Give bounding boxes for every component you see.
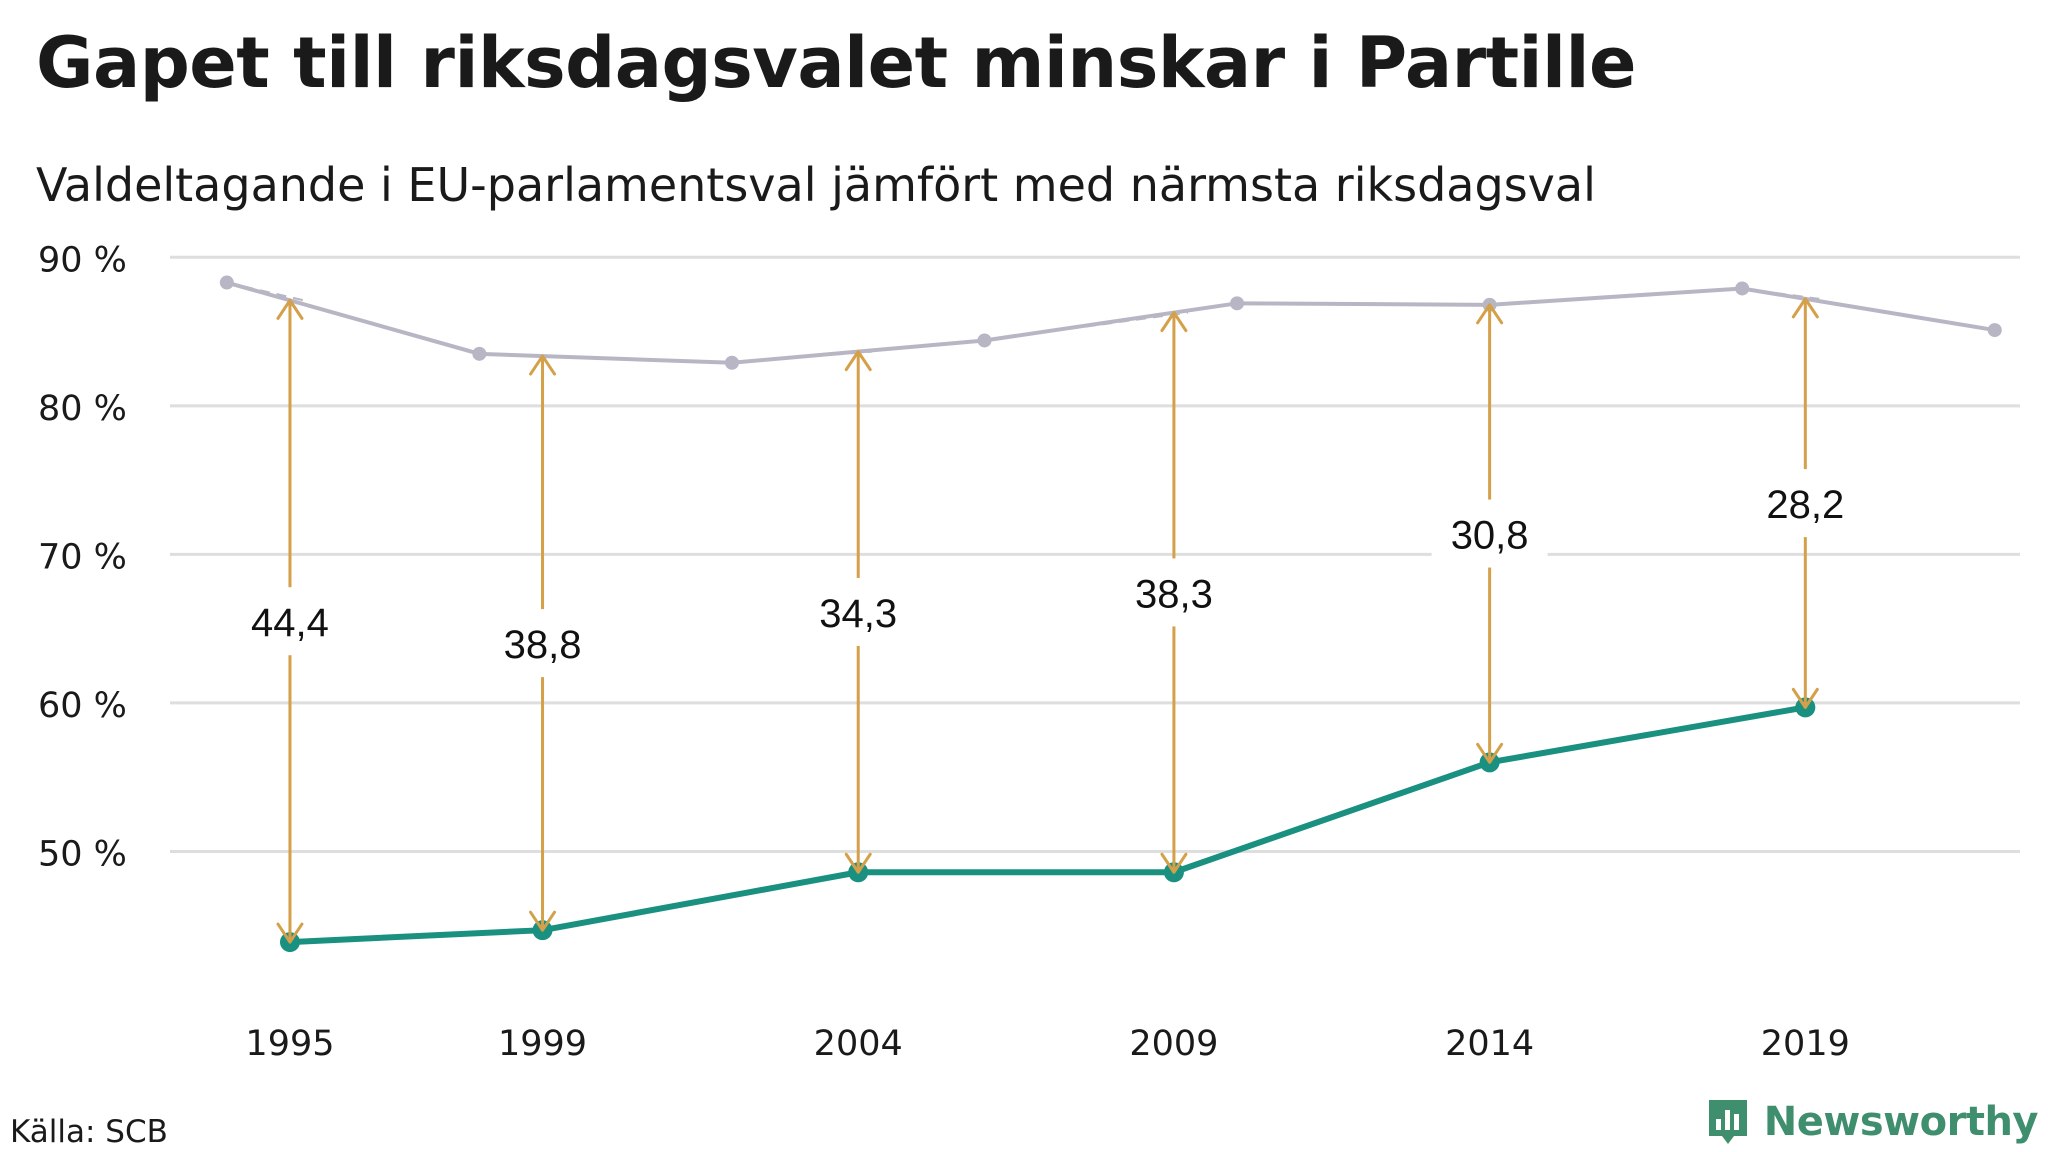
x-tick-label: 1999 [498, 1024, 587, 1064]
riksdag-point [1735, 281, 1750, 296]
gap-label: 44,4 [251, 601, 329, 645]
gap-arrowhead-top [1160, 311, 1188, 333]
gap-label: 28,2 [1766, 483, 1844, 527]
riksdag-point [219, 275, 234, 290]
gap-label-bg [1431, 499, 1548, 568]
y-tick-label: 60 % [38, 686, 127, 726]
gap-label-bg [231, 587, 348, 656]
x-tick-label: 2009 [1129, 1024, 1218, 1064]
y-tick-label: 90 % [38, 240, 127, 280]
newsworthy-logo-text: Newsworthy [1763, 1099, 2039, 1145]
gap-arrowhead-bottom [529, 910, 557, 932]
riksdag-point [1987, 323, 2002, 338]
gap-label-bg [1115, 558, 1232, 627]
x-tick-label: 1995 [245, 1024, 334, 1064]
x-tick-label: 2004 [814, 1024, 903, 1064]
riksdag-point [724, 355, 739, 370]
gap-arrowhead-top [529, 354, 557, 376]
gap-arrowhead-bottom [844, 852, 872, 874]
gap-arrowhead-bottom [1476, 742, 1504, 764]
series-line-riksdag [226, 280, 1996, 365]
gap-label: 38,3 [1135, 572, 1213, 616]
y-tick-label: 80 % [38, 389, 127, 429]
series-line-eu [289, 704, 1806, 946]
gap-arrowhead-top [844, 350, 872, 372]
source-note: Källa: SCB [10, 1114, 168, 1150]
y-tick-label: 50 % [38, 834, 127, 874]
riksdag-point [1230, 296, 1245, 311]
x-tick-label: 2019 [1761, 1024, 1850, 1064]
gap-arrowhead-top [1791, 297, 1819, 319]
riksdag-point [977, 333, 992, 348]
gap-label: 34,3 [819, 592, 897, 636]
gap-label: 30,8 [1451, 514, 1529, 558]
riksdag-point [472, 346, 487, 361]
gap-label-bg [484, 609, 601, 678]
y-tick-label: 70 % [38, 537, 127, 577]
newsworthy-logo: Newsworthy [1706, 1097, 2039, 1147]
gap-label-bg [800, 577, 917, 646]
x-tick-label: 2014 [1445, 1024, 1534, 1064]
gap-label: 38,8 [504, 623, 582, 667]
chart-subtitle: Valdeltagande i EU-parlamentsval jämfört… [36, 158, 1596, 212]
newsworthy-logo-icon [1708, 1100, 1747, 1144]
gap-label-bg [1747, 469, 1864, 538]
gap-arrowhead-bottom [276, 922, 304, 944]
chart-title: Gapet till riksdagsvalet minskar i Parti… [36, 22, 1637, 104]
gap-arrowhead-top [1476, 303, 1504, 325]
gap-arrowhead-top [276, 298, 304, 320]
gap-arrowhead-bottom [1160, 852, 1188, 874]
gap-arrowhead-bottom [1791, 687, 1819, 709]
